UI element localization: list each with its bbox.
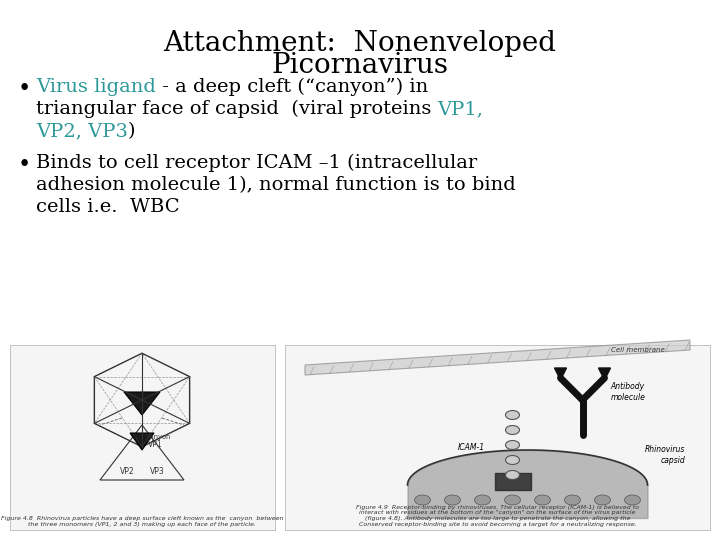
Polygon shape — [124, 392, 160, 415]
Ellipse shape — [624, 495, 641, 505]
Text: VP2, VP3: VP2, VP3 — [36, 122, 128, 140]
Text: adhesion molecule 1), normal function is to bind: adhesion molecule 1), normal function is… — [36, 176, 516, 194]
Ellipse shape — [595, 495, 611, 505]
Polygon shape — [305, 340, 690, 375]
Text: Rhinovirus
capsid: Rhinovirus capsid — [644, 446, 685, 465]
Text: VP1: VP1 — [148, 440, 163, 449]
Text: - a deep cleft (“canyon”) in: - a deep cleft (“canyon”) in — [156, 78, 428, 96]
Text: Antibody
molecule: Antibody molecule — [611, 382, 645, 402]
Ellipse shape — [505, 410, 520, 420]
Bar — [285, 345, 710, 530]
Text: •: • — [18, 78, 31, 100]
Text: VP3: VP3 — [150, 467, 164, 476]
Text: Binds to cell receptor ICAM –1 (intracellular: Binds to cell receptor ICAM –1 (intracel… — [36, 154, 477, 172]
Text: ): ) — [128, 122, 135, 140]
Text: Cell membrane: Cell membrane — [611, 347, 665, 353]
Text: Virus ligand: Virus ligand — [36, 78, 156, 96]
Ellipse shape — [505, 470, 520, 480]
Ellipse shape — [505, 426, 520, 435]
Text: VP2: VP2 — [120, 467, 135, 476]
Ellipse shape — [534, 495, 551, 505]
Text: cells i.e.  WBC: cells i.e. WBC — [36, 198, 179, 216]
Polygon shape — [130, 433, 154, 450]
Text: Canyon: Canyon — [146, 434, 171, 440]
Ellipse shape — [564, 495, 580, 505]
Text: triangular face of capsid  (viral proteins: triangular face of capsid (viral protein… — [36, 100, 438, 118]
Text: ICAM-1: ICAM-1 — [457, 442, 485, 451]
Polygon shape — [598, 368, 611, 380]
Ellipse shape — [415, 495, 431, 505]
Ellipse shape — [444, 495, 461, 505]
Ellipse shape — [505, 456, 520, 464]
Text: Figure 4.8  Rhinovirus particles have a deep surface cleft known as the  canyon : Figure 4.8 Rhinovirus particles have a d… — [1, 516, 284, 527]
Bar — [10, 345, 275, 530]
Text: •: • — [18, 154, 31, 176]
Ellipse shape — [474, 495, 490, 505]
Text: Attachment:  Nonenveloped: Attachment: Nonenveloped — [163, 30, 557, 57]
Text: Figure 4.9  Receptor-binding by rhinoviruses. The cellular receptor (ICAM-1) is : Figure 4.9 Receptor-binding by rhinoviru… — [356, 504, 639, 527]
Polygon shape — [554, 368, 567, 380]
Ellipse shape — [505, 441, 520, 449]
Text: VP1,: VP1, — [438, 100, 484, 118]
Text: Picornavirus: Picornavirus — [271, 52, 449, 79]
Ellipse shape — [505, 495, 521, 505]
